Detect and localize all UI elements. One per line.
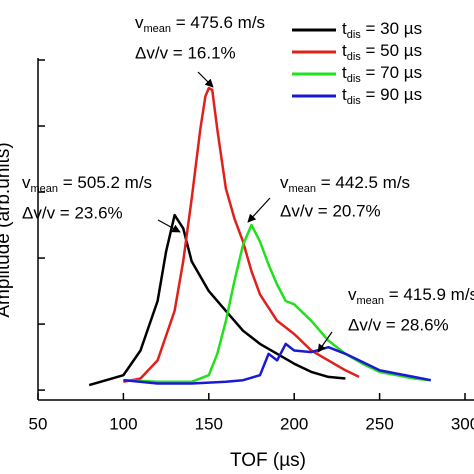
annotation-line2: Δv/v = 16.1% — [135, 43, 236, 62]
text-sub: mean — [31, 183, 59, 195]
annotation-arrow — [247, 197, 271, 223]
text-main: v — [135, 13, 144, 32]
text-main: v — [22, 173, 31, 192]
x-axis-label: TOF (µs) — [230, 450, 306, 471]
text-main: t — [342, 19, 347, 38]
series-line — [123, 223, 431, 384]
text-sub: dis — [347, 51, 362, 63]
text-rest: = 70 µs — [361, 63, 422, 82]
series-line — [88, 213, 346, 387]
legend-label: tdis = 50 µs — [342, 41, 422, 62]
text-rest: = 505.2 m/s — [58, 173, 152, 192]
text-rest: = 30 µs — [361, 19, 422, 38]
annotation-line2: Δv/v = 20.7% — [280, 201, 381, 220]
text-main: v — [348, 285, 357, 304]
text-sub: mean — [357, 295, 385, 307]
series-line — [123, 342, 432, 385]
text-sub: dis — [347, 95, 362, 107]
text-sub: dis — [347, 73, 362, 85]
x-tick-label: 250 — [365, 414, 393, 433]
annotation-line1: vmean = 415.9 m/s — [348, 285, 474, 306]
annotation-line2: Δv/v = 23.6% — [22, 203, 123, 222]
legend-label: tdis = 30 µs — [342, 19, 422, 40]
text-rest: = 90 µs — [361, 85, 422, 104]
y-axis-label: Amplitude (arb.units) — [0, 142, 14, 317]
text-sub: mean — [144, 23, 172, 35]
legend-label: tdis = 90 µs — [342, 85, 422, 106]
annotation-line2: Δv/v = 28.6% — [348, 315, 449, 334]
text-sub: mean — [289, 183, 317, 195]
text-main: v — [280, 173, 289, 192]
annotation-arrow — [317, 331, 333, 353]
annotation-arrow — [197, 71, 214, 88]
text-main: t — [342, 63, 347, 82]
annotation-arrow — [157, 219, 181, 233]
text-rest: = 415.9 m/s — [384, 285, 474, 304]
text-main: t — [342, 85, 347, 104]
x-tick-label: 150 — [195, 414, 223, 433]
annotation-line1: vmean = 442.5 m/s — [280, 173, 410, 194]
text-rest: = 442.5 m/s — [316, 173, 410, 192]
x-tick-label: 300 — [451, 414, 474, 433]
text-main: t — [342, 41, 347, 60]
series-line — [123, 86, 360, 384]
text-rest: = 50 µs — [361, 41, 422, 60]
text-rest: = 475.6 m/s — [171, 13, 265, 32]
legend-label: tdis = 70 µs — [342, 63, 422, 84]
x-tick-label: 200 — [280, 414, 308, 433]
annotation-line1: vmean = 475.6 m/s — [135, 13, 265, 34]
x-tick-label: 100 — [109, 414, 137, 433]
x-tick-label: 50 — [29, 414, 48, 433]
annotation-line1: vmean = 505.2 m/s — [22, 173, 152, 194]
text-sub: dis — [347, 29, 362, 41]
